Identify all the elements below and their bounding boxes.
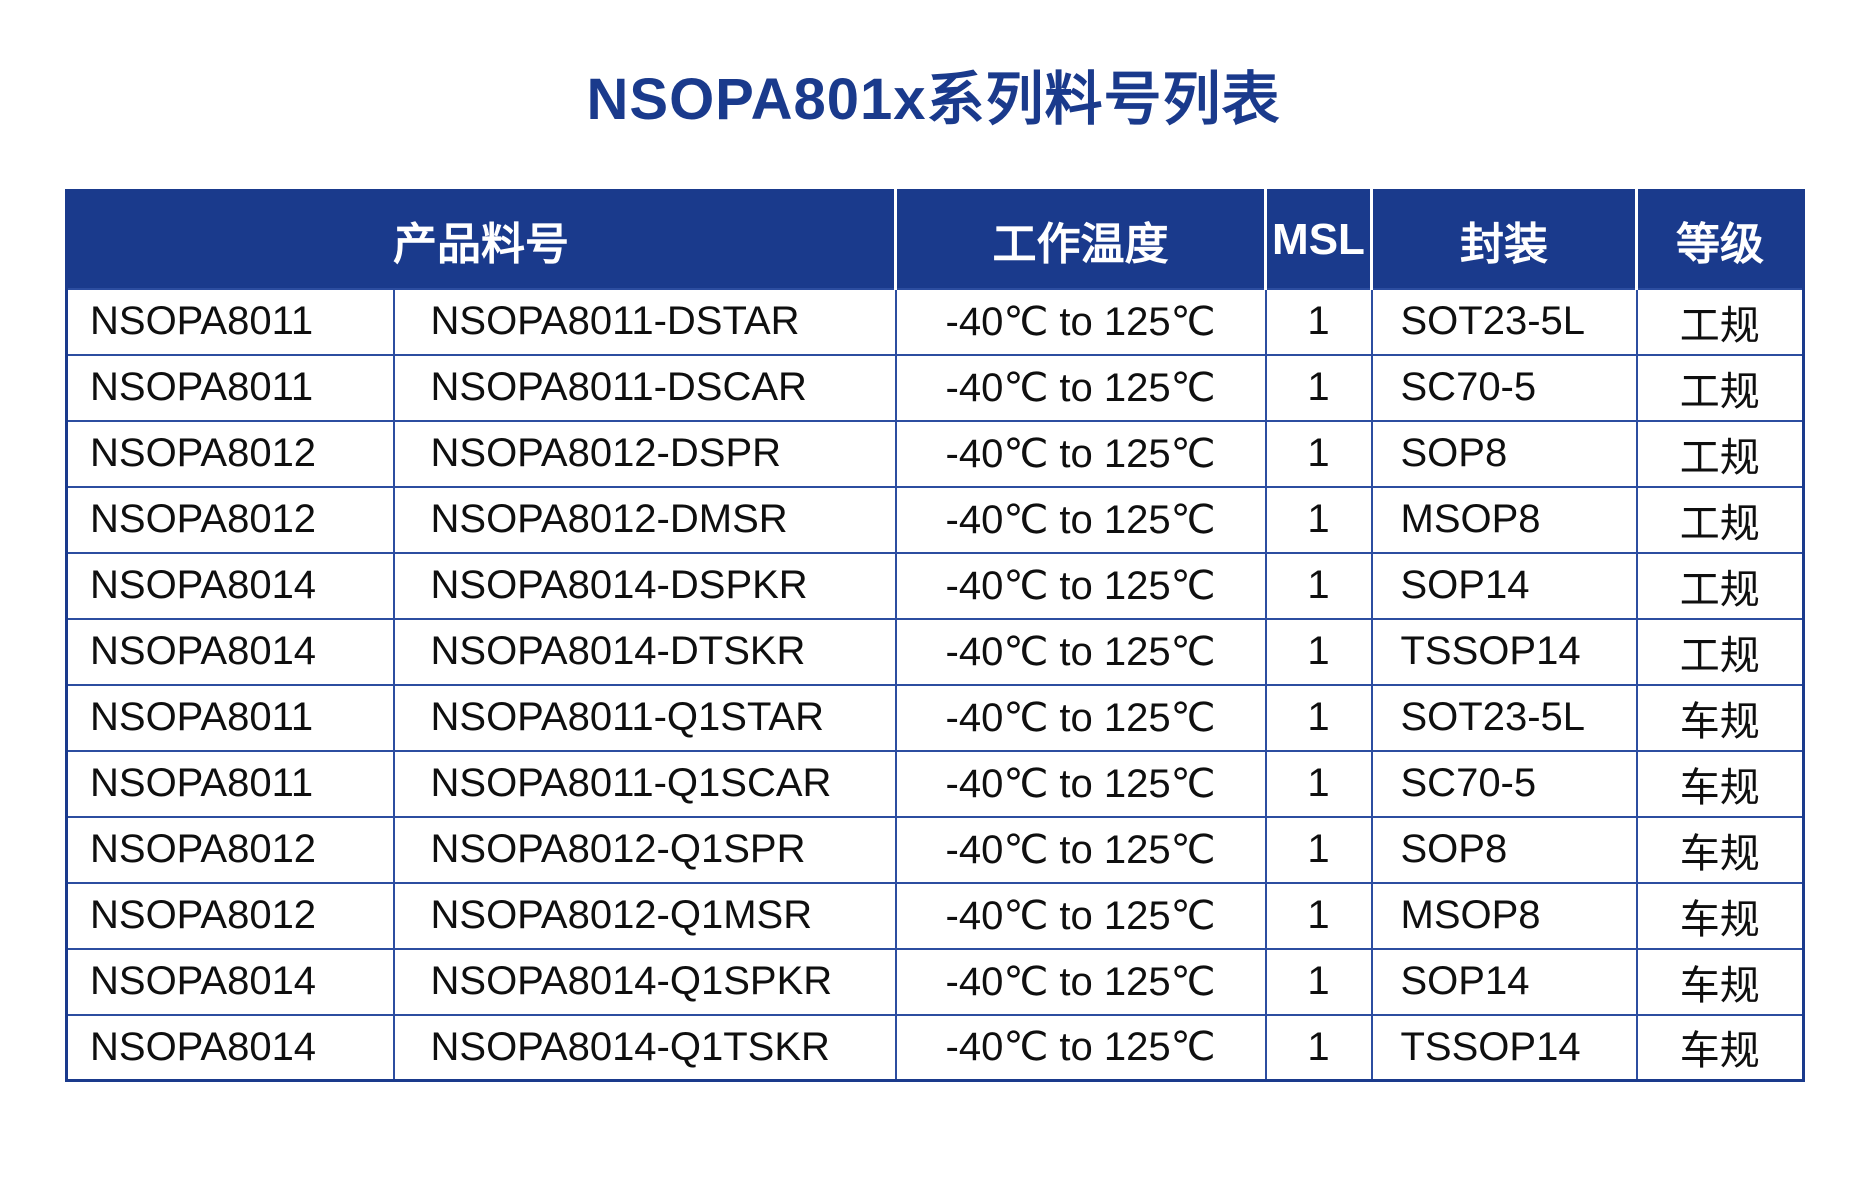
table-cell: NSOPA8011-DSCAR: [392, 353, 896, 421]
table-cell: NSOPA8011: [66, 287, 394, 355]
parts-table: 产品料号 工作温度 MSL 封装 等级 NSOPA8011 NSOPA8011-DSTAR…: [65, 189, 1805, 1082]
table-cell: NSOPA8014: [66, 1013, 394, 1081]
table-cell: NSOPA8012: [66, 815, 394, 883]
table-cell: -40℃ to 125℃: [894, 683, 1266, 751]
table-cell: 工规: [1635, 617, 1804, 685]
table-cell: -40℃ to 125℃: [894, 1013, 1266, 1081]
table-row: NSOPA8014 NSOPA8014-Q1SPKR -40℃ to 125℃ 1 SO…: [66, 947, 1804, 1015]
column-header-package: 封装: [1370, 190, 1637, 289]
table-cell: -40℃ to 125℃: [894, 419, 1266, 487]
table-cell: NSOPA8011: [66, 353, 394, 421]
table-cell: -40℃ to 125℃: [894, 947, 1266, 1015]
table-cell: NSOPA8012: [66, 419, 394, 487]
table-cell: SC70-5: [1370, 749, 1637, 817]
table-cell: 1: [1264, 683, 1372, 751]
table-row: NSOPA8011 NSOPA8011-Q1SCAR -40℃ to 125℃ 1 SC…: [66, 749, 1804, 817]
table-cell: SOP14: [1370, 947, 1637, 1015]
table-row: NSOPA8012 NSOPA8012-DMSR -40℃ to 125℃ 1 MSOP…: [66, 485, 1804, 553]
table-cell: TSSOP14: [1370, 1013, 1637, 1081]
table-cell: NSOPA8012-DSPR: [392, 419, 896, 487]
table-row: NSOPA8012 NSOPA8012-DSPR -40℃ to 125℃ 1 SOP8…: [66, 419, 1804, 487]
table-row: NSOPA8011 NSOPA8011-DSTAR -40℃ to 125℃ 1 SOT…: [66, 287, 1804, 355]
column-header-product-part-number: 产品料号: [66, 190, 896, 289]
table-cell: -40℃ to 125℃: [894, 287, 1266, 355]
table-row: NSOPA8012 NSOPA8012-Q1MSR -40℃ to 125℃ 1 MSO…: [66, 881, 1804, 949]
table-cell: 车规: [1635, 815, 1804, 883]
table-cell: 1: [1264, 353, 1372, 421]
table-cell: 车规: [1635, 947, 1804, 1015]
table-cell: 1: [1264, 419, 1372, 487]
column-header-operating-temperature: 工作温度: [894, 190, 1266, 289]
table-cell: MSOP8: [1370, 881, 1637, 949]
table-cell: 车规: [1635, 1013, 1804, 1081]
table-cell: 1: [1264, 287, 1372, 355]
table-cell: NSOPA8012-Q1MSR: [392, 881, 896, 949]
table-cell: 车规: [1635, 749, 1804, 817]
table-cell: 1: [1264, 947, 1372, 1015]
table-cell: 工规: [1635, 419, 1804, 487]
column-header-msl: MSL: [1264, 190, 1372, 289]
table-row: NSOPA8014 NSOPA8014-DSPKR -40℃ to 125℃ 1 SOP…: [66, 551, 1804, 619]
table-cell: 1: [1264, 749, 1372, 817]
table-cell: NSOPA8014: [66, 551, 394, 619]
table-cell: NSOPA8012-Q1SPR: [392, 815, 896, 883]
table-cell: -40℃ to 125℃: [894, 551, 1266, 619]
table-cell: 工规: [1635, 485, 1804, 553]
table-cell: 1: [1264, 485, 1372, 553]
table-cell: NSOPA8011: [66, 683, 394, 751]
table-cell: SOP8: [1370, 419, 1637, 487]
table-cell: NSOPA8012: [66, 485, 394, 553]
table-cell: -40℃ to 125℃: [894, 353, 1266, 421]
table-cell: -40℃ to 125℃: [894, 815, 1266, 883]
table-cell: NSOPA8014: [66, 947, 394, 1015]
table-cell: NSOPA8011-Q1SCAR: [392, 749, 896, 817]
table-row: NSOPA8012 NSOPA8012-Q1SPR -40℃ to 125℃ 1 SOP…: [66, 815, 1804, 883]
table-cell: SOP8: [1370, 815, 1637, 883]
table-cell: NSOPA8011-DSTAR: [392, 287, 896, 355]
table-cell: NSOPA8014-DSPKR: [392, 551, 896, 619]
table-cell: -40℃ to 125℃: [894, 617, 1266, 685]
table-cell: 1: [1264, 617, 1372, 685]
column-header-grade: 等级: [1635, 190, 1804, 289]
table-cell: 工规: [1635, 287, 1804, 355]
table-cell: 工规: [1635, 551, 1804, 619]
table-cell: 车规: [1635, 881, 1804, 949]
table-cell: SOP14: [1370, 551, 1637, 619]
table-header-row: 产品料号 工作温度 MSL 封装 等级: [66, 190, 1804, 289]
table-cell: TSSOP14: [1370, 617, 1637, 685]
table-row: NSOPA8011 NSOPA8011-Q1STAR -40℃ to 125℃ 1 SO…: [66, 683, 1804, 751]
table-cell: NSOPA8011: [66, 749, 394, 817]
table-cell: SOT23-5L: [1370, 683, 1637, 751]
table-cell: -40℃ to 125℃: [894, 485, 1266, 553]
table-cell: -40℃ to 125℃: [894, 881, 1266, 949]
table-cell: 车规: [1635, 683, 1804, 751]
table-cell: NSOPA8014-Q1TSKR: [392, 1013, 896, 1081]
table-cell: 工规: [1635, 353, 1804, 421]
table-cell: NSOPA8014-DTSKR: [392, 617, 896, 685]
table-cell: 1: [1264, 1013, 1372, 1081]
table-cell: 1: [1264, 881, 1372, 949]
table-cell: -40℃ to 125℃: [894, 749, 1266, 817]
table-cell: NSOPA8012-DMSR: [392, 485, 896, 553]
table-row: NSOPA8011 NSOPA8011-DSCAR -40℃ to 125℃ 1 SC7…: [66, 353, 1804, 421]
table-cell: NSOPA8011-Q1STAR: [392, 683, 896, 751]
table-cell: 1: [1264, 815, 1372, 883]
table-cell: MSOP8: [1370, 485, 1637, 553]
table-cell: SOT23-5L: [1370, 287, 1637, 355]
table-body: NSOPA8011 NSOPA8011-DSTAR -40℃ to 125℃ 1 SOT…: [66, 287, 1804, 1081]
table-cell: NSOPA8012: [66, 881, 394, 949]
table-cell: NSOPA8014: [66, 617, 394, 685]
page-title: NSOPA801x系列料号列表: [586, 67, 1281, 132]
table-row: NSOPA8014 NSOPA8014-DTSKR -40℃ to 125℃ 1 TSS…: [66, 617, 1804, 685]
table-row: NSOPA8014 NSOPA8014-Q1TSKR -40℃ to 125℃ 1 TS…: [66, 1013, 1804, 1081]
table-cell: 1: [1264, 551, 1372, 619]
table-cell: SC70-5: [1370, 353, 1637, 421]
table-cell: NSOPA8014-Q1SPKR: [392, 947, 896, 1015]
table-header: 产品料号 工作温度 MSL 封装 等级: [66, 190, 1804, 289]
